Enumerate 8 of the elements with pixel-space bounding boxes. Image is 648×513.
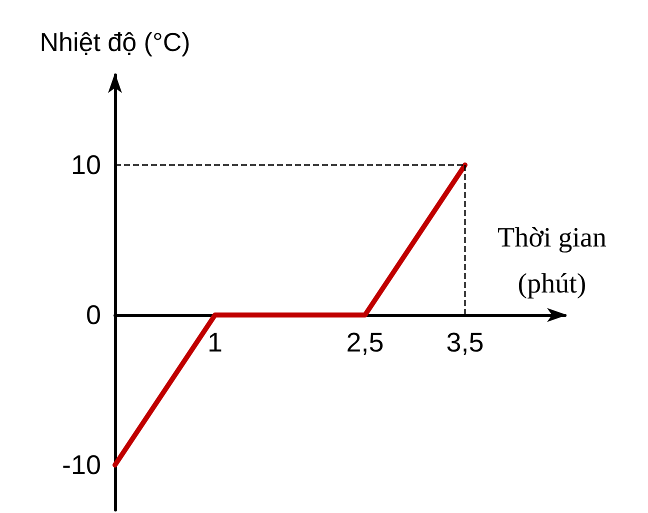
y-axis-title: Nhiệt độ (°C)	[40, 27, 190, 57]
x-tick-label: 1	[207, 328, 223, 358]
y-tick-label: 10	[70, 150, 101, 180]
x-tick-label: 3,5	[446, 328, 484, 358]
y-tick-label: -10	[62, 450, 101, 480]
x-axis-title: Thời gian (phút)	[498, 222, 606, 300]
y-tick-label: 0	[86, 300, 101, 330]
x-tick-label: 2,5	[346, 328, 384, 358]
